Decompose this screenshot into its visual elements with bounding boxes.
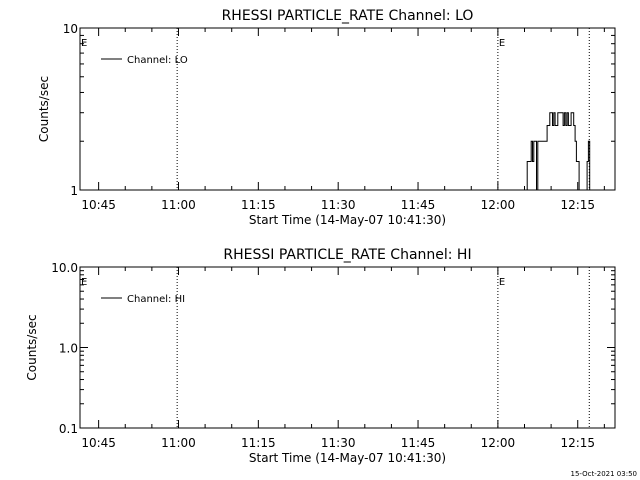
legend-label: Channel: LO [127, 55, 188, 66]
event-marker-label: E [81, 38, 87, 49]
x-tick-label: 12:15 [560, 198, 595, 212]
x-tick-label: 12:00 [481, 436, 516, 450]
x-tick-label: 11:15 [241, 436, 276, 450]
x-tick-label: 11:00 [161, 198, 196, 212]
legend: Channel: HI [101, 294, 185, 305]
x-axis-label: Start Time (14-May-07 10:41:30) [249, 451, 446, 465]
y-tick-label: 1.0 [59, 342, 78, 356]
footer-timestamp: 15-Oct-2021 03:50 [571, 470, 637, 478]
plot-frame [79, 266, 616, 429]
event-marker-label: E [499, 277, 505, 288]
panel-lo: RHESSI PARTICLE_RATE Channel: LO 10:45 11:… [37, 8, 616, 227]
x-tick-label: 10:45 [81, 198, 116, 212]
y-tick-label: 10 [63, 22, 78, 36]
x-tick-label: 12:15 [560, 436, 595, 450]
panel-hi: RHESSI PARTICLE_RATE Channel: HI 10:45 11:… [25, 247, 616, 465]
x-tick-label: 11:30 [321, 436, 356, 450]
x-tick-label: 10:45 [81, 436, 116, 450]
x-tick-label: 11:15 [241, 198, 276, 212]
y-axis-label: Counts/sec [37, 76, 51, 142]
x-tick-label: 12:00 [481, 198, 516, 212]
chart-title: RHESSI PARTICLE_RATE Channel: LO [222, 8, 474, 24]
event-marker-label: E [81, 277, 87, 288]
y-axis-label: Counts/sec [25, 314, 39, 380]
x-tick-label: 11:30 [321, 198, 356, 212]
x-tick-label: 11:45 [401, 198, 436, 212]
x-tick-label: 11:00 [161, 436, 196, 450]
legend: Channel: LO [101, 55, 188, 66]
event-marker-label: E [499, 38, 505, 49]
y-tick-label: 1 [70, 184, 78, 198]
y-tick-label: 10.0 [51, 261, 78, 275]
plot-frame [79, 27, 616, 191]
x-axis-label: Start Time (14-May-07 10:41:30) [249, 213, 446, 227]
series-line [524, 112, 591, 191]
chart-title: RHESSI PARTICLE_RATE Channel: HI [223, 247, 471, 263]
legend-label: Channel: HI [127, 294, 185, 305]
y-tick-label: 0.1 [59, 422, 78, 436]
x-tick-label: 11:45 [401, 436, 436, 450]
